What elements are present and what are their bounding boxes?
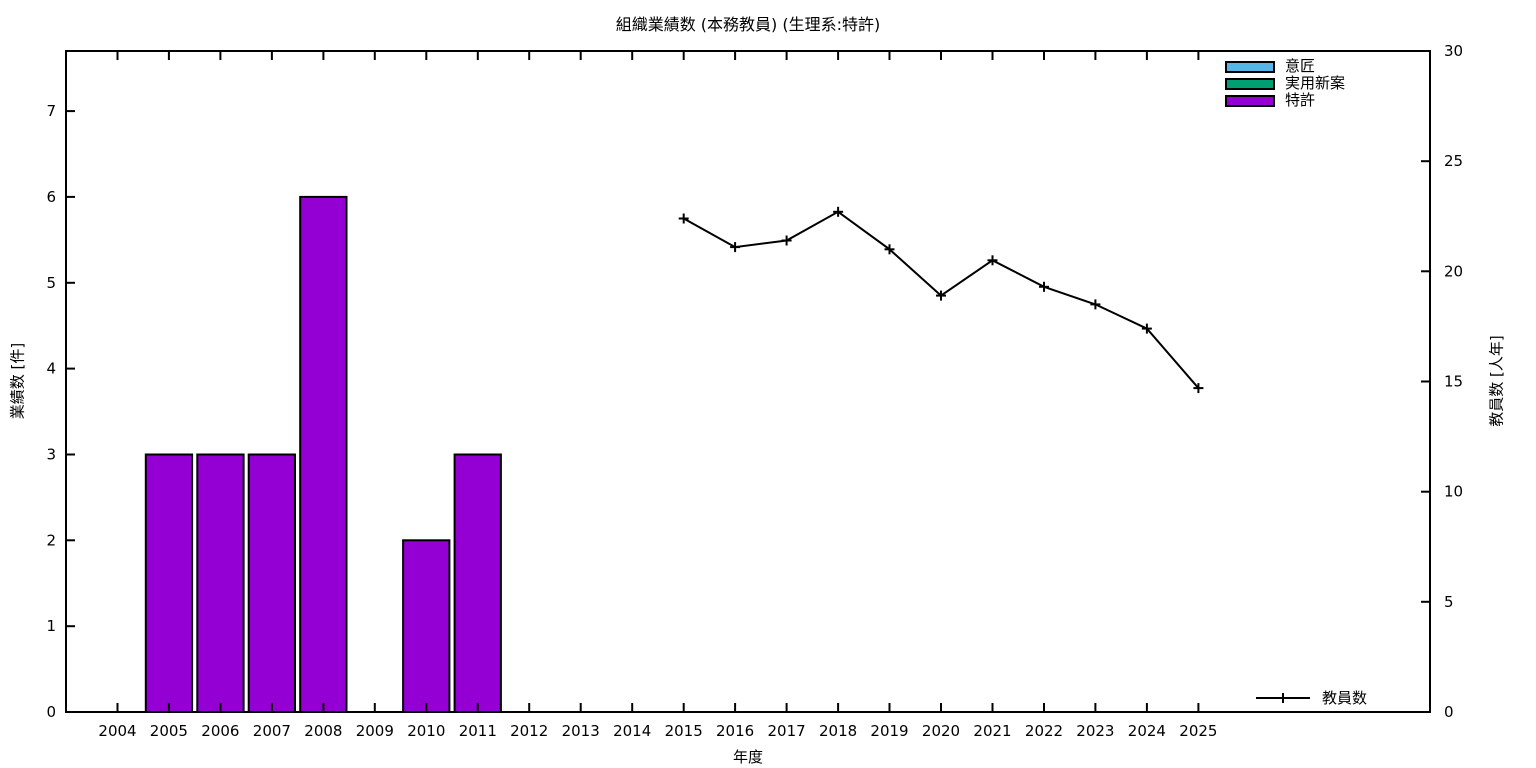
y-left-tick-label: 1 bbox=[46, 617, 56, 635]
x-tick-label: 2022 bbox=[1025, 722, 1063, 740]
x-tick-label: 2008 bbox=[304, 722, 342, 740]
y-right-tick-label: 20 bbox=[1444, 262, 1463, 280]
y-axis-title-left: 業績数 [件] bbox=[8, 342, 27, 420]
legend-item: 実用新案 bbox=[1225, 75, 1345, 92]
y-right-tick-label: 0 bbox=[1444, 703, 1454, 721]
y-axis-title-right: 教員数 [人年] bbox=[1487, 335, 1506, 427]
y-right-tick-label: 30 bbox=[1444, 42, 1463, 60]
legend-line-series: 教員数 bbox=[1256, 690, 1367, 706]
x-tick-label: 2006 bbox=[201, 722, 239, 740]
y-right-tick-label: 15 bbox=[1444, 373, 1463, 391]
x-tick-label: 2020 bbox=[922, 722, 960, 740]
x-tick-label: 2013 bbox=[562, 722, 600, 740]
legend-label: 意匠 bbox=[1285, 57, 1316, 75]
y-left-tick-label: 7 bbox=[46, 102, 56, 120]
x-tick-label: 2025 bbox=[1179, 722, 1217, 740]
y-left-tick-label: 6 bbox=[46, 188, 56, 206]
legend-swatch-icon bbox=[1225, 60, 1275, 73]
y-left-tick-label: 0 bbox=[46, 703, 56, 721]
x-axis-ticks: 2004 2005 2006 2007 2008 2009 2010 2011 2012 2013… bbox=[98, 51, 1217, 740]
y-axis-left-ticks: 0 1 2 3 4 5 6 7 bbox=[46, 102, 75, 721]
x-tick-label: 2016 bbox=[716, 722, 754, 740]
x-tick-label: 2023 bbox=[1076, 722, 1114, 740]
legend-item: 意匠 bbox=[1225, 58, 1345, 75]
x-tick-label: 2014 bbox=[613, 722, 651, 740]
legend-label: 特許 bbox=[1285, 91, 1316, 109]
x-tick-label: 2005 bbox=[150, 722, 188, 740]
x-tick-label: 2024 bbox=[1128, 722, 1166, 740]
x-tick-label: 2012 bbox=[510, 722, 548, 740]
y-right-tick-label: 10 bbox=[1444, 483, 1463, 501]
x-tick-label: 2015 bbox=[665, 722, 703, 740]
x-tick-label: 2007 bbox=[253, 722, 291, 740]
legend-item: 特許 bbox=[1225, 92, 1345, 109]
y-right-tick-label: 5 bbox=[1444, 593, 1454, 611]
bar-series-2 bbox=[144, 195, 502, 713]
chart-title: 組織業績数 (本務教員) (生理系:特許) bbox=[615, 15, 881, 34]
bar bbox=[299, 195, 348, 713]
y-left-tick-label: 2 bbox=[46, 531, 56, 549]
x-tick-label: 2011 bbox=[459, 722, 497, 740]
x-tick-label: 2009 bbox=[356, 722, 394, 740]
bar bbox=[402, 539, 451, 713]
y-axis-right-ticks: 0 5 10 15 20 25 30 bbox=[1421, 42, 1463, 721]
y-right-tick-label: 25 bbox=[1444, 152, 1463, 170]
y-left-tick-label: 3 bbox=[46, 446, 56, 464]
legend-swatch-icon bbox=[1225, 94, 1275, 107]
bar bbox=[247, 453, 296, 713]
x-tick-label: 2010 bbox=[407, 722, 445, 740]
bar bbox=[453, 453, 502, 713]
bar bbox=[196, 453, 245, 713]
x-axis-title: 年度 bbox=[732, 748, 763, 766]
bar bbox=[144, 453, 194, 713]
y-left-tick-label: 4 bbox=[46, 360, 56, 378]
x-tick-label: 2019 bbox=[870, 722, 908, 740]
line-series-0 bbox=[678, 206, 1204, 394]
x-tick-label: 2021 bbox=[973, 722, 1011, 740]
y-left-tick-label: 5 bbox=[46, 274, 56, 292]
x-tick-label: 2018 bbox=[819, 722, 857, 740]
legend-label: 教員数 bbox=[1322, 688, 1368, 707]
legend-label: 実用新案 bbox=[1285, 74, 1346, 92]
legend-bar-series: 意匠 実用新案 特許 bbox=[1225, 58, 1345, 109]
x-tick-label: 2004 bbox=[98, 722, 136, 740]
legend-swatch-icon bbox=[1225, 77, 1275, 90]
line-sample-icon bbox=[1256, 693, 1310, 703]
x-tick-label: 2017 bbox=[768, 722, 806, 740]
